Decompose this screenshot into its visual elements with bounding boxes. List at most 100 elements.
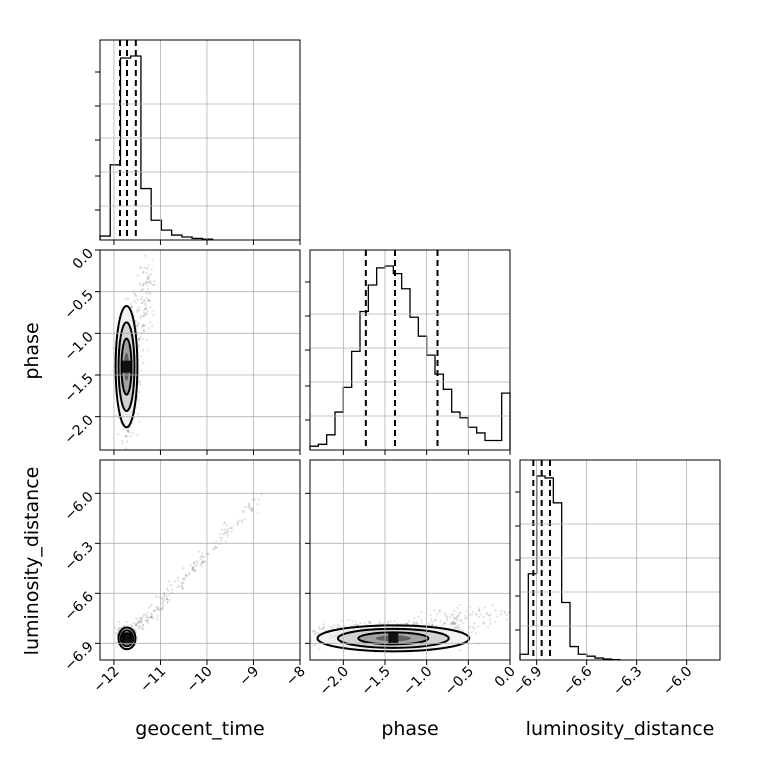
sample-point [454, 622, 457, 625]
sample-point [149, 300, 152, 303]
sample-point [140, 295, 144, 299]
sample-point [193, 561, 196, 564]
sample-point [456, 606, 459, 610]
sample-point [176, 579, 180, 582]
sample-point [149, 321, 152, 324]
sample-point [430, 620, 433, 623]
sample-point [138, 381, 141, 384]
sample-point [482, 621, 485, 624]
sample-point [194, 564, 198, 568]
contour-line [119, 629, 135, 648]
sample-point [142, 315, 145, 318]
y-tick-label: 0.0 [70, 246, 97, 273]
y-tick-label: −6.9 [61, 639, 96, 674]
sample-point [469, 606, 472, 609]
sample-point [450, 622, 454, 625]
sample-point [191, 566, 194, 569]
sample-point [452, 621, 456, 625]
sample-point [240, 519, 243, 522]
sample-point [499, 612, 503, 616]
sample-point [162, 600, 165, 603]
sample-point [436, 612, 439, 616]
sample-point [412, 620, 416, 624]
sample-point [471, 613, 474, 616]
sample-point [153, 283, 156, 286]
sample-point [140, 621, 143, 624]
sample-point [347, 618, 350, 621]
sample-point [191, 568, 194, 571]
sample-point [136, 298, 139, 301]
sample-point [226, 527, 229, 531]
sample-point [230, 530, 233, 533]
sample-point [470, 630, 474, 634]
sample-point [147, 264, 150, 267]
sample-point [150, 616, 153, 619]
sample-point [157, 609, 161, 612]
sample-point [124, 434, 127, 438]
y-tick-label: −1.5 [61, 371, 96, 406]
sample-point [302, 635, 304, 637]
sample-point [486, 611, 489, 614]
sample-point [250, 509, 253, 512]
ylabel-phase: phase [21, 322, 43, 379]
sample-point [237, 522, 240, 525]
sample-point [136, 413, 139, 416]
sample-point [450, 621, 453, 625]
sample-point [139, 284, 142, 287]
sample-point [200, 562, 204, 565]
sample-point [251, 508, 254, 511]
sample-point [459, 611, 462, 615]
sample-point [487, 614, 490, 617]
sample-point [455, 616, 459, 619]
sample-point [188, 572, 191, 575]
sample-point [124, 468, 126, 470]
contour-line [357, 631, 430, 646]
sample-point [135, 406, 138, 409]
panel-frame [309, 249, 511, 451]
sample-point [126, 429, 129, 432]
sample-point [126, 440, 129, 443]
sample-point [145, 292, 148, 296]
sample-point [146, 276, 149, 279]
sample-point [176, 585, 179, 589]
sample-point [456, 626, 459, 630]
sample-point [330, 626, 333, 629]
sample-point [137, 323, 140, 326]
sample-point [450, 613, 454, 616]
sample-point [430, 618, 433, 621]
sample-point [162, 598, 166, 601]
sample-point [137, 344, 141, 347]
sample-point [505, 613, 508, 616]
sample-point [433, 618, 437, 622]
sample-point [243, 518, 246, 521]
sample-point [142, 330, 146, 333]
sample-point [135, 617, 138, 620]
sample-point [117, 433, 120, 436]
sample-point [477, 625, 480, 628]
sample-point [323, 626, 326, 629]
sample-point [404, 622, 407, 625]
density-panel-luminosity-distance-vs-phase [302, 603, 510, 654]
sample-point [458, 626, 461, 629]
sample-point [248, 504, 251, 508]
sample-point [187, 573, 191, 576]
sample-point [332, 624, 336, 627]
density-panel-luminosity-distance-vs-geocent-time [113, 492, 263, 651]
sample-point [224, 530, 227, 533]
sample-point [154, 605, 157, 609]
sample-point [126, 429, 129, 432]
sample-point [166, 600, 170, 603]
sample-point [459, 628, 462, 631]
x-tick-label: −0.5 [442, 664, 477, 699]
histogram-luminosity-distance [519, 475, 621, 661]
sample-point [478, 607, 481, 610]
sample-point [142, 614, 145, 617]
sample-point [219, 532, 222, 535]
sample-point [148, 291, 151, 294]
sample-point [144, 308, 147, 311]
sample-point [165, 598, 168, 601]
histogram-phase [309, 265, 511, 450]
sample-point [489, 622, 492, 625]
sample-point [331, 627, 335, 630]
sample-point [344, 625, 347, 628]
